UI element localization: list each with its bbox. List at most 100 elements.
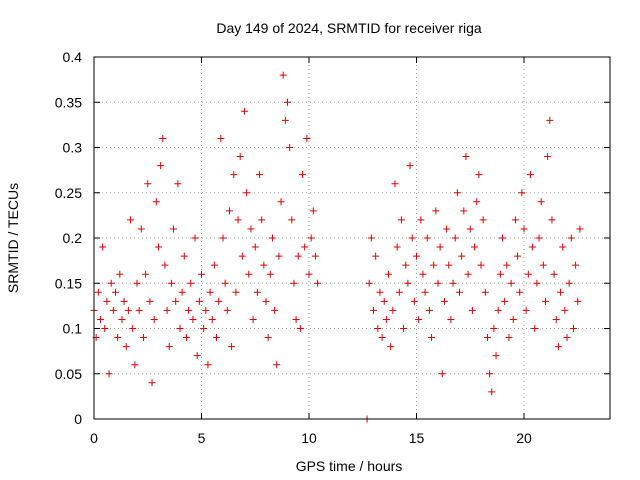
data-point	[505, 334, 513, 342]
data-point	[210, 261, 218, 269]
data-point	[552, 315, 560, 323]
data-point	[234, 216, 242, 224]
data-point	[537, 198, 545, 206]
data-point	[262, 297, 270, 305]
data-point	[277, 198, 285, 206]
data-point	[311, 252, 319, 260]
data-point	[202, 306, 210, 314]
data-point	[443, 225, 451, 233]
data-point	[185, 306, 193, 314]
data-point	[509, 315, 517, 323]
data-point	[116, 270, 124, 278]
data-point	[559, 243, 567, 251]
data-point	[299, 171, 307, 179]
data-point	[101, 325, 109, 332]
data-point	[520, 225, 528, 233]
data-point	[445, 261, 453, 269]
data-point	[118, 315, 126, 323]
data-point	[430, 261, 438, 269]
data-point	[225, 207, 233, 215]
data-point	[217, 134, 225, 142]
data-point	[294, 252, 302, 260]
data-point	[518, 189, 526, 197]
data-point	[529, 243, 537, 251]
data-point	[475, 171, 483, 179]
data-point	[94, 288, 102, 296]
data-point	[458, 252, 466, 260]
data-point	[135, 306, 143, 314]
data-point	[139, 334, 147, 342]
data-point	[103, 297, 111, 305]
data-point	[107, 279, 115, 287]
data-point	[303, 134, 311, 142]
data-point	[496, 270, 504, 278]
data-point	[419, 270, 427, 278]
data-point	[258, 216, 266, 224]
data-point	[423, 234, 431, 242]
data-point	[503, 261, 511, 269]
y-tick-label: 0.05	[55, 366, 82, 382]
data-point	[492, 352, 500, 360]
data-point	[486, 370, 494, 378]
x-tick-label: 20	[516, 430, 532, 446]
data-point	[533, 279, 541, 287]
data-point	[187, 279, 195, 287]
data-point	[232, 288, 240, 296]
y-tick-label: 0	[74, 411, 82, 427]
data-point	[514, 252, 522, 260]
data-point	[404, 279, 412, 287]
data-point	[563, 334, 571, 342]
data-point	[488, 388, 496, 396]
data-point	[264, 334, 272, 342]
data-point	[557, 288, 565, 296]
data-point	[260, 261, 268, 269]
data-point	[109, 306, 117, 314]
data-point	[522, 306, 530, 314]
data-point	[157, 162, 165, 170]
data-point	[124, 306, 132, 314]
data-point	[243, 189, 251, 197]
data-point	[215, 297, 223, 305]
data-point	[174, 180, 182, 188]
data-point	[182, 334, 190, 342]
data-point	[425, 306, 433, 314]
data-point	[279, 71, 287, 79]
data-point	[301, 243, 309, 251]
data-point	[462, 153, 470, 161]
data-point	[370, 306, 377, 314]
data-point	[296, 325, 304, 332]
data-point	[213, 334, 221, 342]
x-tick-label: 0	[90, 430, 98, 446]
data-point	[290, 279, 298, 287]
data-point	[133, 279, 141, 287]
data-point	[221, 279, 229, 287]
data-point	[471, 243, 479, 251]
data-point	[526, 171, 534, 179]
data-point	[292, 315, 300, 323]
data-point	[382, 315, 390, 323]
data-point	[400, 325, 408, 332]
data-point	[314, 279, 322, 287]
data-point	[131, 361, 139, 369]
data-point	[245, 270, 253, 278]
data-point	[393, 243, 401, 251]
data-point	[144, 180, 152, 188]
grid	[94, 57, 610, 419]
data-point	[391, 180, 399, 188]
data-point	[167, 279, 175, 287]
data-point	[180, 252, 188, 260]
data-point	[402, 261, 410, 269]
data-point	[112, 288, 119, 296]
data-point	[410, 297, 418, 305]
data-point	[105, 370, 113, 378]
x-tick-label: 15	[409, 430, 425, 446]
data-point	[284, 98, 291, 106]
data-point	[122, 343, 130, 351]
data-point	[172, 297, 180, 305]
data-point	[241, 107, 248, 115]
data-point	[511, 216, 519, 224]
data-point	[191, 234, 199, 242]
data-point	[114, 334, 122, 342]
data-point	[266, 270, 274, 278]
data-point	[415, 315, 423, 323]
